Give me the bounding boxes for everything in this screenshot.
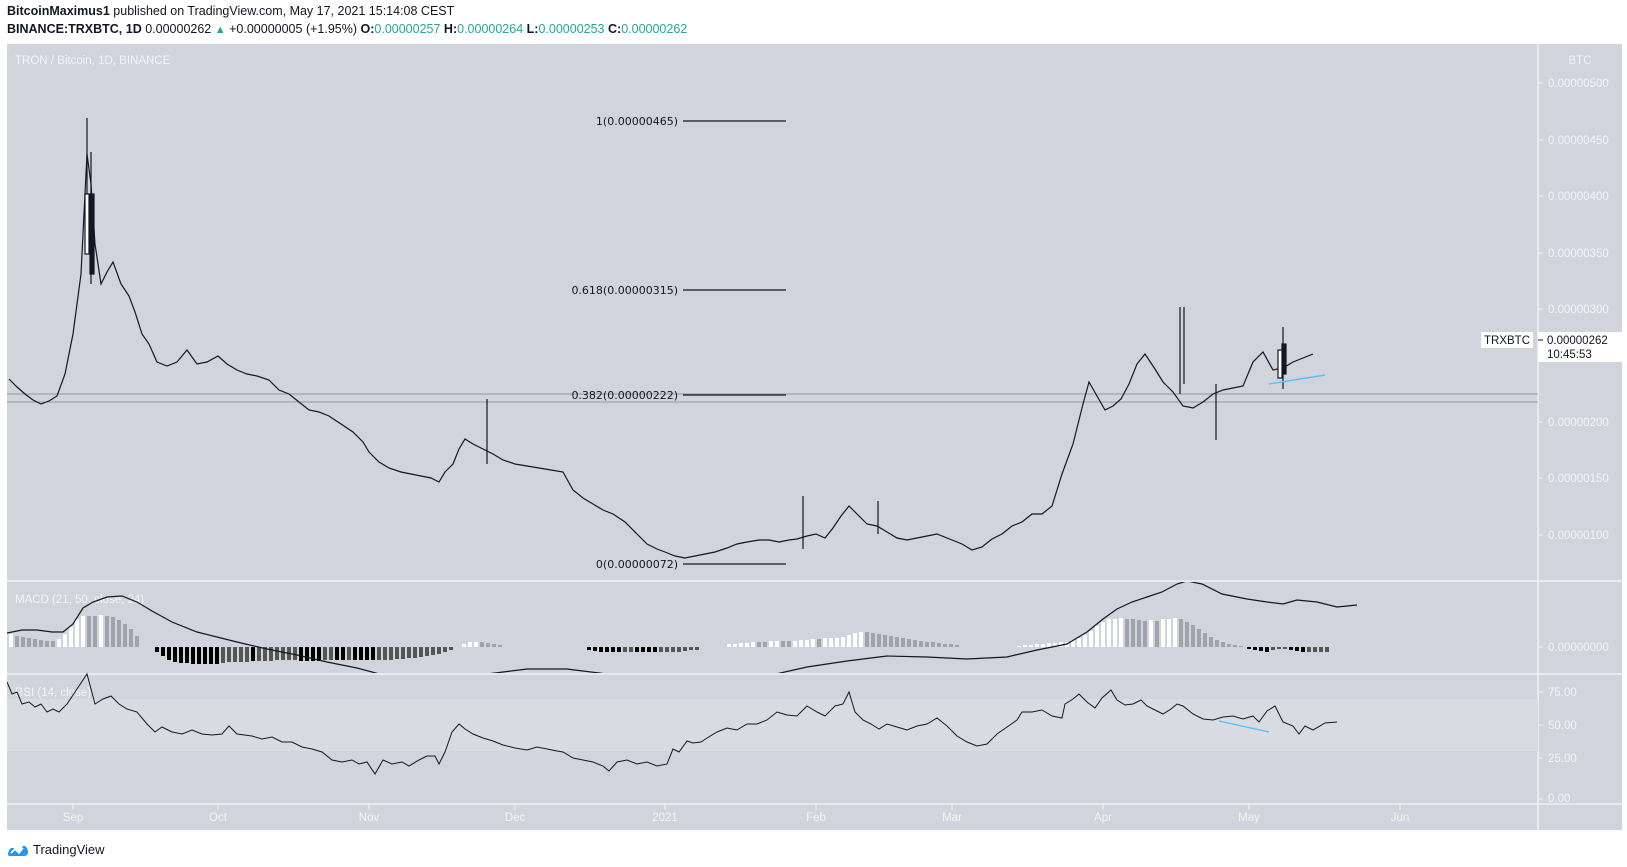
chart-frame[interactable]: TRON / Bitcoin, 1D, BINANCE MACD (21, 50… (7, 44, 1622, 830)
support-zone[interactable] (7, 393, 1538, 403)
macd-histogram (9, 615, 1329, 664)
time-label: Mar (942, 812, 962, 824)
candlestick-series (8, 153, 1314, 559)
price-tag-countdown: 10:45:53 (1547, 349, 1592, 361)
price-tick: 0.00000200 (1548, 417, 1609, 429)
high-label: H: (443, 22, 458, 36)
candle-wicks (84, 118, 1287, 549)
time-label: Oct (209, 812, 228, 824)
time-label: Dec (505, 812, 526, 824)
price-tick: 0.00000350 (1548, 248, 1609, 260)
tradingview-logo[interactable]: TradingView (7, 842, 105, 857)
fib-level-label: 0.618(0.00000315) (571, 284, 678, 297)
open-label: O: (360, 22, 375, 36)
symbol-ohlc-line: BINANCE:TRXBTC, 1D 0.00000262 ▲ +0.00000… (7, 22, 687, 36)
macd-axis-tick: 0.00000000 (1548, 642, 1609, 654)
author-name[interactable]: BitcoinMaximus1 (7, 4, 110, 18)
close-value: 0.00000262 (621, 22, 688, 36)
price-change: +0.00000005 (+1.95%) (229, 22, 358, 36)
price-axis[interactable]: BTC 0.00000500 0.00000450 0.00000400 0.0… (1538, 55, 1609, 805)
rsi-axis-tick: 50.00 (1548, 720, 1577, 732)
rsi-axis-tick: 25.00 (1548, 753, 1577, 765)
price-tick: 0.00000500 (1548, 78, 1609, 90)
rsi-label: RSI (14, close) (15, 687, 91, 699)
fib-retracement[interactable]: 1(0.00000465) 0.618(0.00000315) 0.382(0.… (571, 115, 786, 571)
time-label: 2021 (652, 812, 678, 824)
time-label: May (1238, 812, 1260, 824)
time-axis[interactable]: Sep Oct Nov Dec 2021 Feb Mar Apr May Jun (63, 804, 1410, 824)
chart-canvas[interactable]: TRON / Bitcoin, 1D, BINANCE MACD (21, 50… (7, 44, 1622, 830)
macd-line (7, 582, 1358, 673)
fib-level-label: 0(0.00000072) (596, 558, 678, 571)
last-price-tag: TRXBTC 0.00000262 10:45:53 (1481, 332, 1622, 362)
fib-level-label: 0.382(0.00000222) (571, 389, 678, 402)
rsi-divergence-line[interactable] (1218, 720, 1270, 733)
price-tag-symbol: TRXBTC (1484, 335, 1530, 347)
price-tick: 0.00000150 (1548, 473, 1609, 485)
rsi-line (7, 672, 1338, 775)
time-label: Apr (1094, 812, 1112, 824)
tradingview-brand: TradingView (33, 842, 105, 857)
fib-level-label: 1(0.00000465) (596, 115, 678, 128)
time-label: Sep (63, 812, 83, 824)
tradingview-logo-icon (8, 845, 28, 856)
price-tick: 0.00000450 (1548, 135, 1609, 147)
macd-label: MACD (21, 50, close, 24) (15, 594, 144, 606)
open-value: 0.00000257 (374, 22, 441, 36)
price-tick: 0.00000300 (1548, 304, 1609, 316)
change-up-icon: ▲ (214, 24, 226, 36)
support-trendline[interactable] (1268, 374, 1326, 385)
symbol-label: BINANCE:TRXBTC, 1D (7, 22, 142, 36)
last-price: 0.00000262 (145, 22, 212, 36)
chart-title: TRON / Bitcoin, 1D, BINANCE (15, 55, 171, 67)
low-value: 0.00000253 (538, 22, 605, 36)
close-label: C: (608, 22, 622, 36)
price-tick: 0.00000100 (1548, 530, 1609, 542)
low-label: L: (526, 22, 539, 36)
time-label: Feb (806, 812, 826, 824)
rsi-axis-tick: 0.00 (1548, 793, 1570, 805)
price-tag-value: 0.00000262 (1547, 335, 1608, 347)
time-label: Nov (359, 812, 380, 824)
high-value: 0.00000264 (457, 22, 524, 36)
price-tick: 0.00000400 (1548, 191, 1609, 203)
time-label: Jun (1391, 812, 1410, 824)
published-text: published on TradingView.com, May 17, 20… (113, 4, 455, 18)
rsi-axis-tick: 75.00 (1548, 687, 1577, 699)
axis-unit: BTC (1569, 55, 1592, 67)
publisher-line: BitcoinMaximus1 published on TradingView… (7, 4, 454, 18)
